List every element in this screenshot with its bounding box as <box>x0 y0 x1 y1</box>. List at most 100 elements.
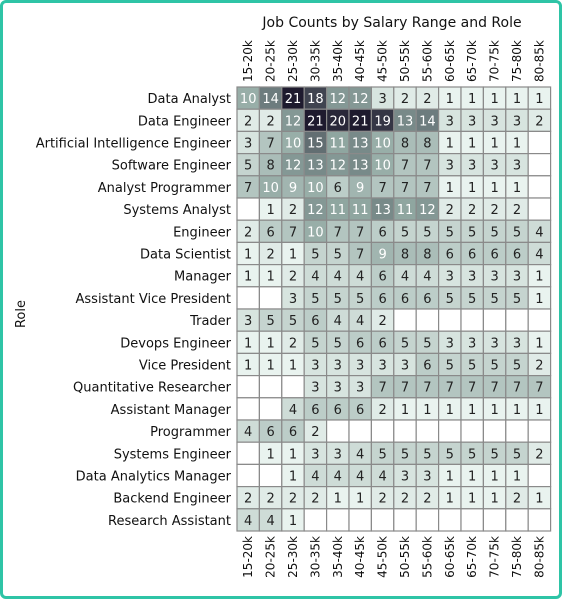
cell-value-label: 6 <box>423 292 431 307</box>
cell-value-label: 5 <box>401 225 409 240</box>
cell-value-label: 4 <box>356 447 364 462</box>
top-column-label: 25-30k <box>286 40 300 82</box>
cell-value-label: 1 <box>289 514 297 529</box>
row-label: Quantitative Researcher <box>73 381 232 396</box>
heatmap-cell <box>527 153 552 177</box>
cell-value-label: 6 <box>334 181 342 196</box>
cell-value-label: 1 <box>513 403 521 418</box>
bottom-column-label: 55-60k <box>420 536 434 578</box>
cell-value-label: 1 <box>468 492 476 507</box>
cell-value-label: 3 <box>513 114 521 129</box>
cell-value-label: 7 <box>401 381 409 396</box>
cell-value-label: 5 <box>311 292 319 307</box>
cell-value-label: 1 <box>266 336 274 351</box>
cell-value-label: 7 <box>356 248 364 263</box>
cell-value-label: 3 <box>311 447 319 462</box>
cell-value-label: 6 <box>490 248 498 263</box>
row-label: Software Engineer <box>112 159 232 174</box>
cell-value-label: 2 <box>513 492 521 507</box>
cell-value-label: 7 <box>289 225 297 240</box>
cell-value-label: 1 <box>490 492 498 507</box>
heatmap-cell <box>236 286 260 310</box>
cell-value-label: 1 <box>535 270 543 285</box>
heatmap-cell <box>236 375 260 399</box>
cell-value-label: 3 <box>468 270 476 285</box>
cell-value-label: 5 <box>423 225 431 240</box>
cell-value-label: 1 <box>401 403 409 418</box>
cell-value-label: 13 <box>307 159 324 174</box>
cell-value-label: 9 <box>356 181 364 196</box>
row-label: Assistant Vice President <box>76 292 232 307</box>
cell-value-label: 1 <box>468 403 476 418</box>
cell-value-label: 3 <box>334 359 342 374</box>
cell-value-label: 1 <box>244 359 252 374</box>
bottom-column-label: 20-25k <box>264 536 278 578</box>
cell-value-label: 4 <box>311 270 319 285</box>
cell-value-label: 3 <box>513 336 521 351</box>
cell-value-label: 10 <box>374 159 391 174</box>
cell-value-label: 2 <box>289 270 297 285</box>
cell-value-label: 6 <box>378 336 386 351</box>
cell-value-label: 2 <box>289 492 297 507</box>
cell-value-label: 1 <box>535 92 543 107</box>
cell-value-label: 7 <box>401 159 409 174</box>
heatmap-cell <box>527 197 552 221</box>
cell-value-label: 4 <box>244 514 252 529</box>
cell-value-label: 8 <box>401 248 409 263</box>
chart-title: Job Counts by Salary Range and Role <box>261 15 521 31</box>
cell-value-label: 13 <box>374 203 391 218</box>
cell-value-label: 7 <box>334 225 342 240</box>
cell-value-label: 5 <box>401 336 409 351</box>
cell-value-label: 8 <box>423 137 431 152</box>
heatmap-chart: Job Counts by Salary Range and Role 15-2… <box>14 15 552 578</box>
cell-value-label: 2 <box>378 403 386 418</box>
heatmap-cell <box>281 375 305 399</box>
cell-value-label: 12 <box>285 159 302 174</box>
cell-value-label: 5 <box>289 314 297 329</box>
top-column-label: 65-70k <box>465 40 479 82</box>
cell-value-label: 7 <box>401 181 409 196</box>
cell-value-label: 3 <box>490 114 498 129</box>
row-label: Backend Engineer <box>113 492 231 507</box>
cell-value-label: 1 <box>446 181 454 196</box>
cell-value-label: 2 <box>266 248 274 263</box>
cell-value-label: 1 <box>535 336 543 351</box>
heatmap-cell <box>236 441 260 466</box>
cell-value-label: 2 <box>468 203 476 218</box>
cell-value-label: 1 <box>490 137 498 152</box>
top-column-label: 50-55k <box>398 40 412 82</box>
cell-value-label: 3 <box>311 359 319 374</box>
cell-value-label: 5 <box>423 447 431 462</box>
cell-value-label: 20 <box>330 114 347 129</box>
cell-value-label: 5 <box>490 359 498 374</box>
cell-value-label: 3 <box>378 92 386 107</box>
cell-value-label: 1 <box>334 492 342 507</box>
cell-value-label: 12 <box>330 92 347 107</box>
cell-value-label: 3 <box>446 159 454 174</box>
cell-value-label: 1 <box>535 403 543 418</box>
cell-value-label: 2 <box>378 492 386 507</box>
cell-value-label: 6 <box>401 292 409 307</box>
heatmap-cell <box>258 286 283 310</box>
cell-value-label: 4 <box>289 403 297 418</box>
cell-value-label: 6 <box>356 403 364 418</box>
cell-value-label: 7 <box>356 225 364 240</box>
cell-value-label: 8 <box>401 137 409 152</box>
cell-value-label: 13 <box>352 159 369 174</box>
cell-value-label: 1 <box>289 470 297 485</box>
cell-value-label: 3 <box>468 336 476 351</box>
cell-value-label: 2 <box>266 492 274 507</box>
cell-value-label: 6 <box>311 403 319 418</box>
cell-value-label: 2 <box>535 359 543 374</box>
cell-value-label: 1 <box>446 137 454 152</box>
heatmap-cell <box>348 419 372 443</box>
cell-value-label: 15 <box>307 137 324 152</box>
cell-value-label: 1 <box>446 92 454 107</box>
cell-value-label: 3 <box>468 114 476 129</box>
cell-value-label: 7 <box>535 381 543 396</box>
cell-value-label: 4 <box>334 470 342 485</box>
heatmap-cell <box>393 308 417 332</box>
row-label: Data Scientist <box>140 248 231 263</box>
cell-value-label: 7 <box>244 181 252 196</box>
cell-value-label: 13 <box>397 114 414 129</box>
